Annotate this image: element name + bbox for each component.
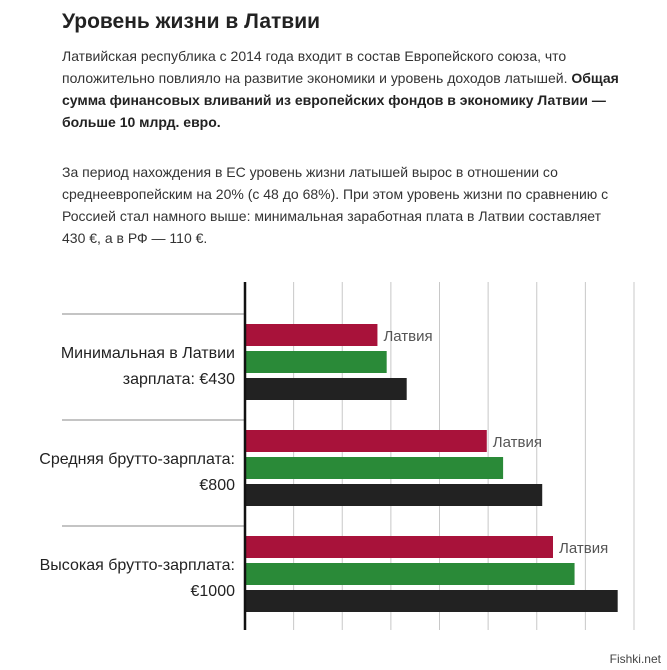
bar-annotation: Латвия bbox=[559, 540, 608, 557]
salary-bar-chart: Латвия Минимальная в Латвии зарплата: €430… bbox=[39, 282, 635, 630]
group-label: зарплата: €430 bbox=[123, 371, 235, 388]
bar-annotation: Латвия bbox=[493, 434, 542, 451]
group-label: Высокая брутто-зарплата: bbox=[40, 557, 235, 574]
bar bbox=[245, 430, 487, 452]
intro-paragraph: Латвийская республика с 2014 года входит… bbox=[62, 45, 622, 133]
bar-annotation: Латвия bbox=[383, 328, 432, 345]
intro-text: Латвийская республика с 2014 года входит… bbox=[62, 48, 572, 86]
group-label: Минимальная в Латвии bbox=[61, 345, 235, 362]
bar bbox=[245, 563, 575, 585]
bar bbox=[245, 378, 407, 400]
bar bbox=[245, 590, 618, 612]
group-label: Средняя брутто-зарплата: bbox=[39, 451, 235, 468]
comparison-paragraph: За период нахождения в ЕС уровень жизни … bbox=[62, 164, 609, 246]
bar bbox=[245, 324, 378, 346]
group-label: €1000 bbox=[191, 583, 236, 600]
watermark: Fishki.net bbox=[609, 652, 661, 666]
bar bbox=[245, 536, 553, 558]
group-label: €800 bbox=[199, 477, 235, 494]
bar bbox=[245, 351, 387, 373]
bar bbox=[245, 457, 504, 479]
intro-bold-text: Общая сумма финансовых вливаний из европ… bbox=[62, 70, 619, 130]
bar bbox=[245, 484, 543, 506]
page-title: Уровень жизни в Латвии bbox=[62, 10, 321, 33]
